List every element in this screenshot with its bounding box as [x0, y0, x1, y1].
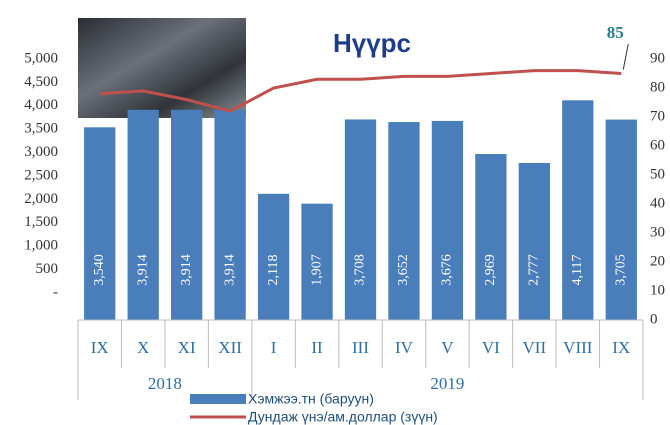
bar	[171, 110, 202, 320]
y2-tick-label: 10	[650, 282, 665, 298]
bar-value-label: 3,540	[92, 254, 107, 286]
bar-value-label: 3,676	[440, 254, 455, 286]
x-tick-label: VI	[482, 338, 500, 357]
bar-value-label: 2,118	[266, 255, 281, 286]
bar	[345, 119, 376, 320]
legend-label: Хэмжээ.тн (баруун)	[248, 391, 374, 407]
bar-value-label: 3,914	[135, 254, 150, 286]
x-tick-label: XI	[178, 338, 196, 357]
y2-tick-label: 40	[650, 195, 665, 211]
bar	[432, 121, 463, 320]
y-tick-label: 1,000	[24, 238, 58, 254]
x-tick-label: IX	[612, 338, 630, 357]
group-label: 2018	[148, 374, 182, 393]
y2-tick-label: 60	[650, 137, 665, 153]
group-label: 2019	[430, 374, 464, 393]
bar	[475, 154, 506, 320]
bar	[84, 127, 115, 320]
bar	[606, 120, 637, 320]
y-tick-label: 3,500	[24, 121, 58, 137]
x-tick-label: II	[311, 338, 323, 357]
leader	[623, 44, 628, 70]
x-tick-label: XII	[218, 338, 242, 357]
bar-value-label: 1,907	[309, 254, 324, 286]
x-tick-label: V	[441, 338, 454, 357]
y-tick-label: 4,000	[24, 97, 58, 113]
bar	[214, 110, 245, 320]
x-tick-label: IV	[395, 338, 414, 357]
bar-value-label: 3,914	[179, 254, 194, 286]
y-tick-label: 3,000	[24, 144, 58, 160]
y2-tick-label: 70	[650, 108, 665, 124]
y-tick-label: 2,000	[24, 191, 58, 207]
bar	[388, 122, 419, 320]
bar-value-label: 3,652	[396, 254, 411, 286]
line-value-label: 85	[607, 23, 624, 42]
bar-value-label: 4,117	[570, 255, 585, 286]
y2-tick-label: 90	[650, 50, 665, 66]
bar-value-label: 3,708	[353, 254, 368, 286]
y-tick-label: 500	[36, 261, 59, 277]
x-tick-label: VII	[523, 338, 547, 357]
x-tick-label: I	[271, 338, 277, 357]
bar	[562, 100, 593, 320]
y-tick-label: 4,500	[24, 74, 58, 90]
y2-tick-label: 50	[650, 166, 665, 182]
bar-value-label: 2,777	[527, 254, 542, 286]
bar-value-label: 2,969	[483, 254, 498, 286]
bar-value-label: 3,705	[613, 254, 628, 286]
x-tick-label: III	[352, 338, 369, 357]
y-tick-label: -	[53, 284, 58, 300]
y2-tick-label: 20	[650, 253, 665, 269]
y-tick-label: 5,000	[24, 50, 58, 66]
bar-value-label: 3,914	[222, 254, 237, 286]
x-tick-label: IX	[91, 338, 109, 357]
y-tick-label: 1,500	[24, 214, 58, 230]
coal-photo	[78, 18, 246, 118]
y2-tick-label: 0	[650, 311, 658, 327]
bar	[519, 163, 550, 320]
legend-label: Дундаж үнэ/ам.доллар (зүүн)	[248, 409, 438, 425]
y2-tick-label: 80	[650, 79, 665, 95]
chart: Нүүрс -5001,0001,5002,0002,5003,0003,500…	[0, 0, 670, 425]
y-tick-label: 2,500	[24, 167, 58, 183]
chart-title: Нүүрс	[333, 28, 411, 58]
bar	[128, 110, 159, 320]
x-tick-label: X	[137, 338, 149, 357]
y2-tick-label: 30	[650, 224, 665, 240]
legend-swatch	[190, 394, 246, 404]
x-tick-label: VIII	[563, 338, 593, 357]
